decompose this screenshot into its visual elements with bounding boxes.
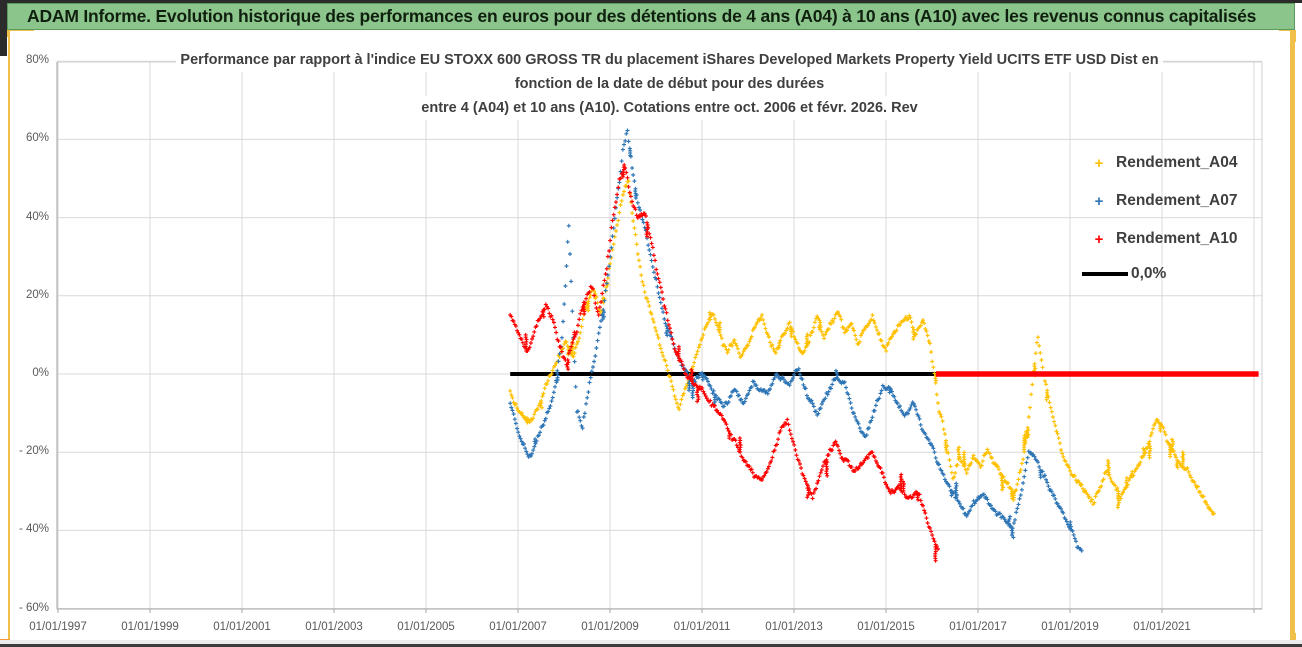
y-axis-label: 40% <box>25 210 49 223</box>
x-axis-label: 01/01/2015 <box>857 621 915 633</box>
chart-title-line3: entre 4 (A04) et 10 ans (A10). Cotations… <box>417 96 922 120</box>
x-axis-label: 01/01/1997 <box>29 621 87 633</box>
bottom-strip <box>0 640 1302 644</box>
x-axis-label: 01/01/2003 <box>305 621 363 633</box>
window-top-border <box>0 0 1302 3</box>
y-axis-label: - 60% <box>18 601 49 614</box>
x-axis-label: 01/01/2011 <box>673 621 731 633</box>
plot-area <box>56 60 1263 613</box>
gold-border-left <box>8 37 10 640</box>
y-axis-label: 0% <box>32 367 49 379</box>
report-header-title: ADAM Informe. Evolution historique des p… <box>27 6 1257 26</box>
y-axis-label: 60% <box>25 132 49 145</box>
x-axis-label: 01/01/2013 <box>765 621 823 633</box>
window-bottom-border <box>0 644 1302 647</box>
zero-line-swatch-icon <box>1082 272 1128 276</box>
x-axis-label: 01/01/2017 <box>949 621 1007 633</box>
series-rendement_a10 <box>508 162 940 563</box>
x-axis-label: 01/01/1999 <box>121 621 179 633</box>
gold-border-corner-bottom-right <box>1286 633 1296 642</box>
chart-title-line1: Performance par rapport à l'indice EU ST… <box>176 48 1163 72</box>
gold-border-right <box>1290 42 1295 633</box>
legend-item-zero-line[interactable]: 0,0% <box>1082 263 1166 285</box>
y-axis-label: - 40% <box>18 523 49 536</box>
x-axis-label: 01/01/2007 <box>489 621 547 633</box>
x-axis-label: 01/01/2021 <box>1133 621 1191 633</box>
y-axis-label: 20% <box>25 288 49 301</box>
x-axis-label: 01/01/2001 <box>213 621 271 633</box>
report-header-bar: ADAM Informe. Evolution historique des p… <box>7 3 1295 30</box>
legend-item-rendement-a04[interactable]: + Rendement_A04 <box>1082 152 1238 174</box>
chart-object[interactable]: Performance par rapport à l'indice EU ST… <box>10 31 1290 640</box>
chart-title-line2: fonction de la date de début pour des du… <box>510 72 829 96</box>
legend-item-rendement-a07[interactable]: + Rendement_A07 <box>1082 190 1238 212</box>
x-axis-label: 01/01/2019 <box>1041 621 1099 633</box>
window-left-border <box>0 0 7 56</box>
chart-title: Performance par rapport à l'indice EU ST… <box>67 48 1272 120</box>
legend-item-rendement-a10[interactable]: + Rendement_A10 <box>1082 228 1238 250</box>
y-axis-label: - 20% <box>18 445 49 458</box>
x-axis-label: 01/01/2009 <box>581 621 639 633</box>
plus-marker-icon: + <box>1094 154 1104 172</box>
y-axis-label: 80% <box>25 54 49 67</box>
series-rendement_a04 <box>508 179 1216 516</box>
x-axis-label: 01/01/2005 <box>397 621 455 633</box>
plus-marker-icon: + <box>1094 192 1104 210</box>
plus-marker-icon: + <box>1094 230 1104 248</box>
